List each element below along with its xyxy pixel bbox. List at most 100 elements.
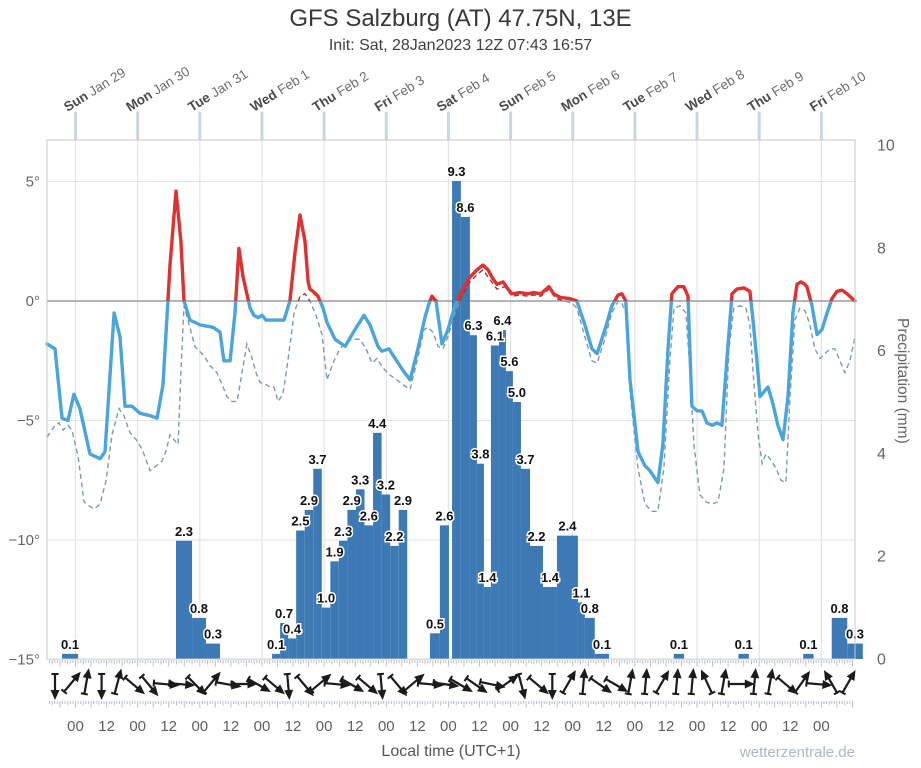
time-tick-label: 00: [67, 718, 84, 735]
precip-bar: [381, 494, 391, 659]
time-tick-label: 12: [471, 718, 488, 735]
time-tick-label: 00: [813, 718, 830, 735]
wind-arrow: [687, 668, 698, 696]
precip-bar: [490, 345, 499, 659]
precip-bar-label: 6.3: [464, 318, 482, 333]
wind-arrow: [355, 674, 379, 695]
wind-arrow: [838, 670, 856, 696]
precip-bar-label: 1.9: [326, 544, 344, 559]
wind-arrow: [138, 673, 159, 697]
precip-bar: [288, 638, 297, 659]
precip-bar-label: 3.2: [377, 478, 395, 493]
day-label: Sat Feb 4: [434, 70, 493, 114]
precip-bar: [452, 180, 461, 660]
precip-bar: [460, 216, 470, 659]
precip-bar: [831, 617, 848, 659]
precip-bar-label: 0.8: [830, 601, 848, 616]
time-tick-label: 12: [160, 718, 177, 735]
wind-arrow: [727, 679, 755, 689]
time-tick-label: 12: [223, 718, 240, 735]
wind-arrow: [261, 674, 285, 695]
precip-bar-label: 0.5: [426, 616, 444, 631]
day-label: Mon Jan 30: [123, 64, 192, 115]
time-tick-label: 00: [502, 718, 519, 735]
wind-arrow: [672, 668, 682, 696]
day-label: Wed Feb 8: [683, 67, 747, 115]
time-tick-label: 12: [409, 718, 426, 735]
precip-bar: [594, 653, 609, 659]
precip-bar: [373, 432, 382, 659]
precip-bar: [62, 653, 79, 659]
wind-arrow: [478, 678, 506, 690]
precip-bar: [439, 525, 449, 659]
temp-tick-label: −10°: [9, 532, 40, 549]
dewpoint-curve-below-zero: [46, 301, 856, 512]
temp-tick-label: 5°: [26, 174, 40, 191]
wind-arrow: [749, 668, 760, 696]
time-tick-label: 00: [564, 718, 581, 735]
day-label: Sun Jan 29: [61, 65, 128, 115]
precip-bar-label: 0.1: [670, 637, 688, 652]
precip-bar: [803, 653, 814, 659]
wind-arrow: [547, 672, 557, 700]
precip-bar-label: 3.7: [516, 452, 534, 467]
precip-bar: [192, 617, 207, 659]
wind-arrow: [652, 670, 670, 696]
wind-arrow: [805, 679, 833, 690]
wind-arrow: [764, 668, 776, 696]
precip-bar: [280, 623, 289, 659]
wind-arrow: [432, 679, 460, 690]
chart-subtitle: Init: Sat, 28Jan2023 12Z 07:43 16:57: [328, 37, 593, 54]
precip-bar: [430, 633, 440, 659]
precip-bar-label: 3.3: [351, 472, 369, 487]
precip-bar: [512, 402, 521, 659]
time-tick-label: 12: [595, 718, 612, 735]
wind-arrow: [603, 675, 629, 692]
time-tick-label: 00: [378, 718, 395, 735]
precip-bar-label: 2.9: [300, 493, 318, 508]
precip-tick-label: 0: [877, 652, 886, 669]
day-label: Wed Feb 1: [248, 67, 312, 115]
precip-bar: [338, 540, 348, 659]
precip-bar-label: 9.3: [447, 164, 465, 179]
wind-arrow: [97, 672, 107, 700]
precip-bar: [347, 509, 356, 659]
precip-bar-label: 2.3: [334, 524, 352, 539]
day-label: Tue Jan 31: [185, 66, 250, 114]
day-label: Thu Feb 9: [745, 68, 806, 114]
wind-arrow: [376, 672, 387, 700]
precip-bar-label: 2.4: [558, 519, 577, 534]
chart-title: GFS Salzburg (AT) 47.75N, 13E: [289, 5, 632, 32]
time-tick-label: 00: [129, 718, 146, 735]
precip-bar-label: 0.8: [190, 601, 208, 616]
precip-bar-label: 0.8: [581, 601, 599, 616]
precip-bar: [313, 468, 322, 659]
precip-bar: [738, 653, 749, 659]
wind-arrow: [624, 668, 636, 696]
wind-arrow: [60, 671, 81, 695]
precip-bar: [469, 335, 477, 659]
day-label: Tue Feb 7: [621, 69, 681, 114]
wind-arrow: [824, 670, 841, 696]
time-tick-label: 12: [533, 718, 550, 735]
wind-arrow: [283, 672, 294, 700]
precip-bar-label: 2.6: [360, 508, 378, 523]
temperature-curve-above-zero: [166, 189, 857, 301]
precip-bar-label: 2.9: [394, 493, 412, 508]
precip-bar: [584, 617, 595, 659]
temp-tick-label: 0°: [26, 293, 40, 310]
precip-bar: [272, 653, 281, 659]
wind-arrow: [293, 673, 314, 697]
wind-arrow: [230, 679, 258, 689]
precip-bar: [577, 602, 585, 659]
hour-tick-strips: [49, 660, 853, 708]
plot-border: [46, 139, 856, 660]
time-tick-label: 12: [98, 718, 115, 735]
precip-tick-label: 10: [877, 138, 895, 155]
wind-arrow: [559, 670, 576, 696]
wind-arrow: [387, 673, 408, 697]
precip-bar: [330, 561, 339, 659]
precip-bar-label: 0.1: [267, 637, 285, 652]
precip-bar: [304, 509, 314, 659]
precip-bar-label: 3.7: [308, 452, 326, 467]
